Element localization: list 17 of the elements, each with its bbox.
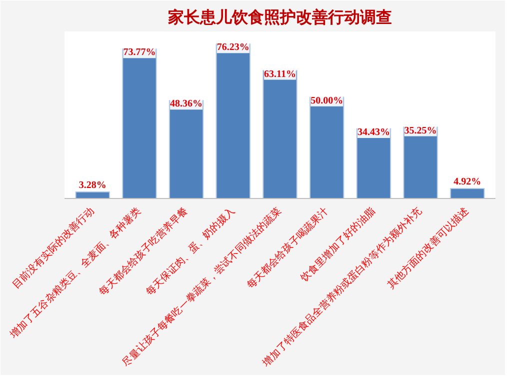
data-label: 63.11% [264, 68, 296, 80]
data-label: 4.92% [454, 176, 482, 188]
bar [450, 188, 485, 198]
data-label: 35.25% [404, 125, 437, 136]
data-label: 50.00% [310, 95, 344, 106]
data-label: 73.77% [123, 47, 156, 58]
bar [75, 191, 110, 198]
bar [309, 96, 344, 198]
data-label: 3.28% [78, 180, 106, 192]
chart-title: 家长患儿饮食照护改善行动调查 [167, 8, 392, 26]
data-label: 34.43% [357, 126, 390, 138]
bar [262, 70, 298, 198]
bar [216, 43, 251, 198]
bar [168, 100, 204, 198]
data-label: 76.23% [216, 42, 250, 54]
bar [122, 48, 157, 198]
data-label: 48.36% [170, 98, 203, 110]
